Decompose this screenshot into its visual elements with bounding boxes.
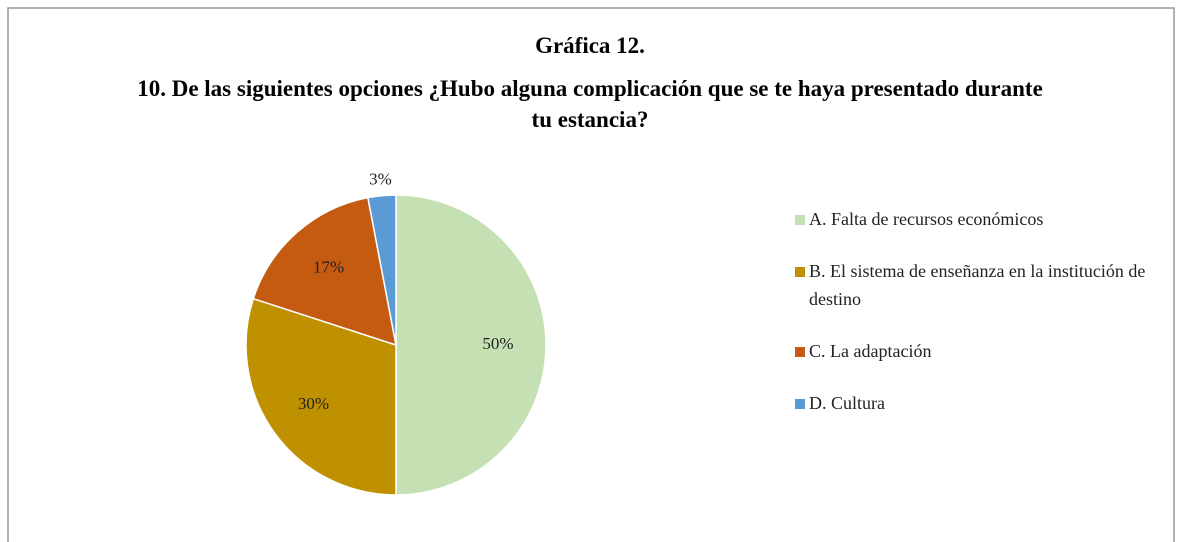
legend-swatch — [795, 399, 805, 409]
legend-label: A. Falta de recursos económicos — [809, 209, 1044, 229]
data-label: 50% — [482, 334, 513, 353]
data-label: 17% — [313, 257, 344, 276]
data-label: 3% — [369, 170, 392, 189]
legend-swatch — [795, 215, 805, 225]
legend-swatch — [795, 347, 805, 357]
legend-item: D. Cultura — [795, 389, 1175, 417]
pie-slice — [245, 297, 397, 496]
data-label: 30% — [298, 394, 329, 413]
legend-item: B. El sistema de enseñanza en la institu… — [795, 257, 1175, 313]
legend-label: B. El sistema de enseñanza en la institu… — [809, 261, 1146, 309]
legend-swatch — [795, 267, 805, 277]
legend-label: C. La adaptación — [809, 341, 932, 361]
legend-item: A. Falta de recursos económicos — [795, 205, 1175, 233]
chart-border — [7, 7, 1175, 542]
pie-slice — [367, 194, 397, 346]
legend-item: C. La adaptación — [795, 337, 1175, 365]
legend-label: D. Cultura — [809, 393, 885, 413]
chart-title: Gráfica 12. — [535, 33, 645, 58]
pie-slice — [252, 196, 397, 347]
legend: A. Falta de recursos económicos B. El sis… — [795, 205, 1175, 441]
chart-subtitle: 10. De las siguientes opciones ¿Hubo alg… — [137, 76, 1043, 132]
pie-slice — [395, 194, 547, 496]
